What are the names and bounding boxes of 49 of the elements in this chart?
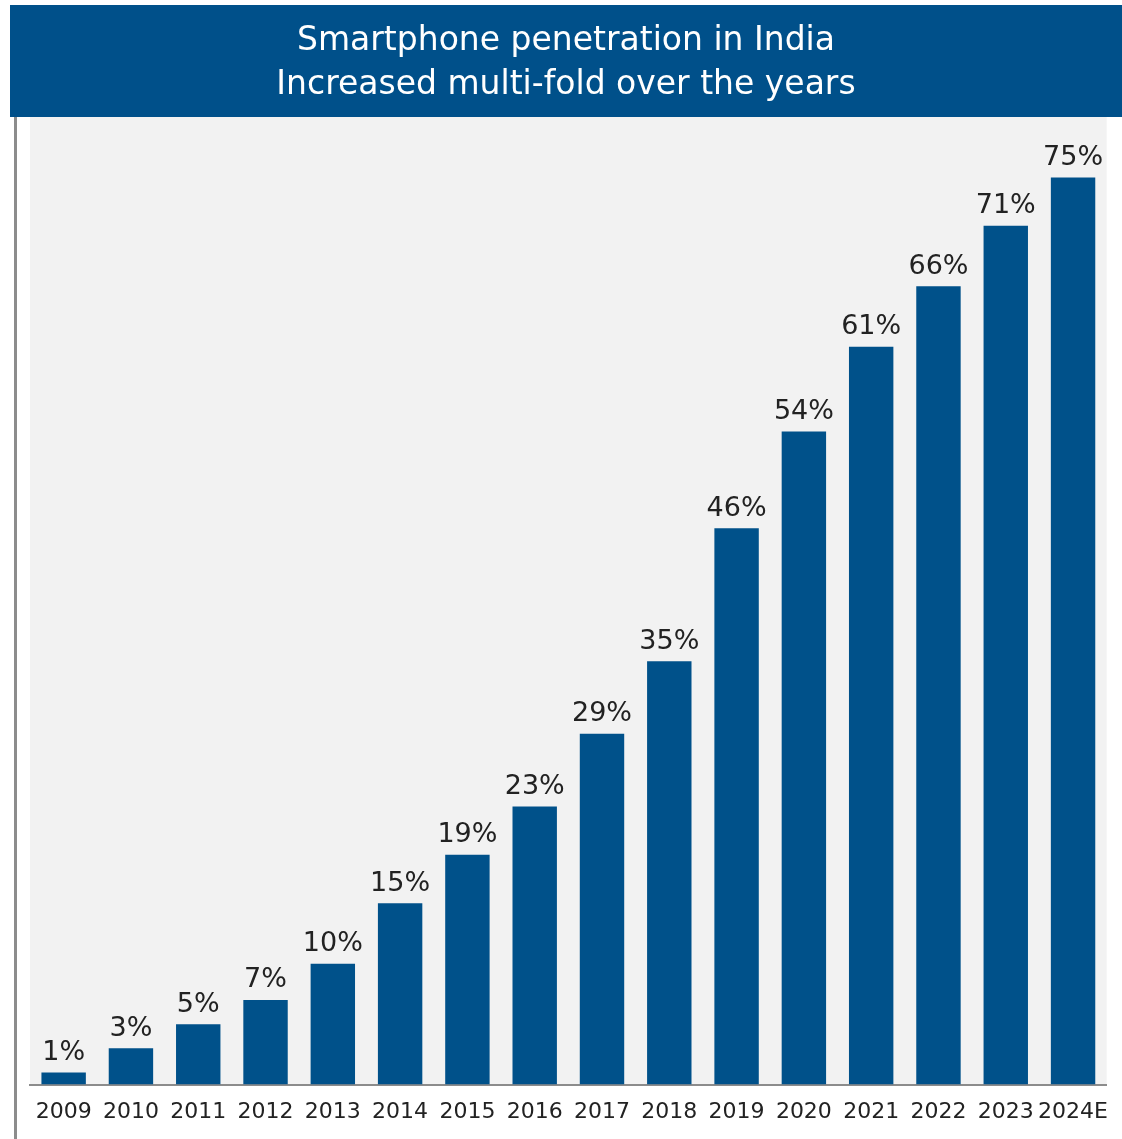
data-label: 71%: [975, 188, 1036, 220]
bar: [714, 528, 759, 1085]
data-label: 10%: [302, 926, 363, 958]
data-label: 3%: [109, 1010, 153, 1042]
data-label: 35%: [639, 623, 700, 655]
bar: [1050, 177, 1096, 1085]
data-label: 29%: [571, 696, 633, 728]
x-tick-label: 2018: [641, 1097, 698, 1123]
x-tick-label: 2010: [102, 1097, 159, 1123]
bar: [647, 661, 692, 1085]
x-tick-label: 2020: [775, 1097, 832, 1123]
x-tick-label: 2013: [304, 1097, 361, 1123]
bar: [377, 903, 423, 1085]
x-tick-label: 2014: [372, 1097, 429, 1123]
data-label: 23%: [504, 768, 565, 800]
bar: [781, 431, 827, 1085]
data-label: 5%: [176, 986, 220, 1018]
data-label: 19%: [437, 817, 498, 849]
data-label: 46%: [706, 490, 767, 522]
bar: [848, 346, 894, 1085]
bar: [983, 225, 1028, 1085]
bar: [445, 854, 490, 1085]
x-tick-label: 2023: [977, 1097, 1034, 1123]
x-tick-label: 2011: [170, 1097, 227, 1123]
data-label: 75%: [1043, 139, 1104, 171]
data-label: 61%: [841, 309, 902, 341]
bar: [579, 733, 625, 1085]
bar: [41, 1072, 86, 1085]
bar: [512, 806, 557, 1085]
data-label: 1%: [42, 1035, 86, 1067]
x-tick-label: 2017: [574, 1097, 630, 1123]
data-label: 7%: [244, 962, 287, 994]
chart-title: Smartphone penetration in India Increased multi-fold over the years: [10, 5, 1122, 117]
bar: [243, 999, 288, 1085]
x-tick-label: 2009: [35, 1097, 92, 1123]
x-tick-label: 2021: [843, 1097, 900, 1123]
bar: [176, 1024, 221, 1085]
data-label: 54%: [773, 393, 834, 425]
x-tick-label: 2019: [708, 1097, 765, 1123]
x-tick-label: 2016: [506, 1097, 563, 1123]
data-label: 66%: [908, 248, 969, 280]
bar: [108, 1048, 154, 1085]
x-tick-label: 2012: [237, 1097, 294, 1123]
x-tick-label: 2024E: [1038, 1097, 1108, 1123]
bar: [310, 963, 356, 1085]
x-tick-label: 2015: [439, 1097, 496, 1123]
data-label: 15%: [370, 865, 431, 897]
x-tick-label: 2022: [910, 1097, 967, 1123]
bar: [916, 286, 961, 1085]
